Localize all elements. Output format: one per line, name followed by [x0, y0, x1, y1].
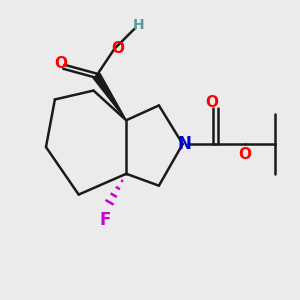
Text: N: N [177, 135, 191, 153]
Text: O: O [54, 56, 67, 71]
Text: O: O [238, 147, 252, 162]
Text: O: O [205, 95, 218, 110]
Text: F: F [100, 211, 111, 229]
Text: H: H [132, 18, 144, 32]
Polygon shape [93, 74, 126, 120]
Text: O: O [111, 41, 124, 56]
